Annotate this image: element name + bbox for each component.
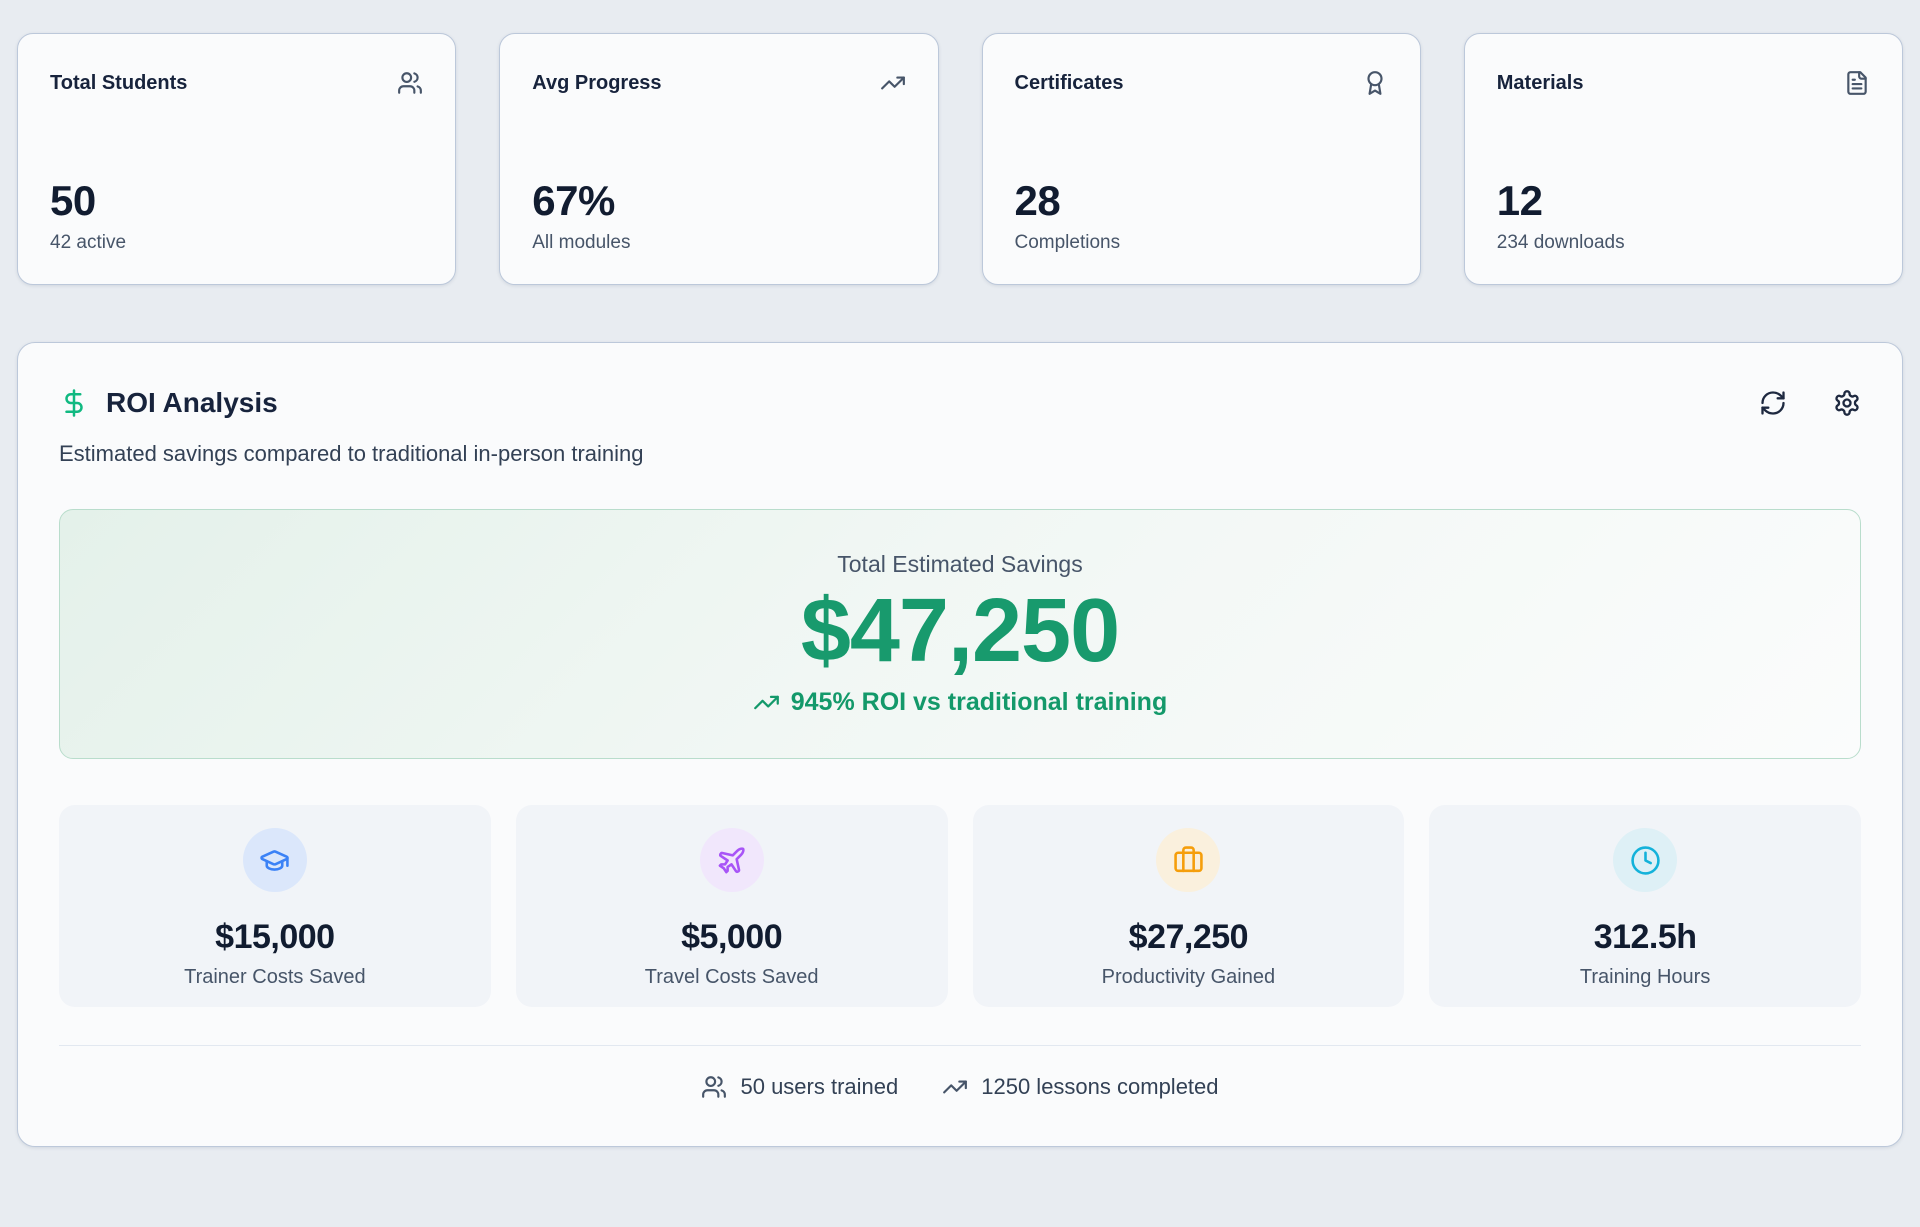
- tile-productivity: $27,250 Productivity Gained: [972, 805, 1405, 1007]
- roi-title: ROI Analysis: [106, 387, 278, 418]
- tile-value: 312.5h: [1593, 918, 1697, 956]
- refresh-button[interactable]: [1759, 389, 1787, 417]
- stat-subtext: Completions: [1014, 232, 1121, 253]
- graduation-cap-icon: [260, 849, 290, 871]
- trending-up-icon: [753, 696, 779, 710]
- stat-label: Total Students: [50, 71, 188, 94]
- tile-label: Training Hours: [1579, 966, 1711, 988]
- plane-icon: [718, 846, 745, 873]
- savings-label: Total Estimated Savings: [837, 550, 1083, 577]
- stat-value: 12: [1496, 176, 1543, 224]
- users-trained-text: 50 users trained: [740, 1074, 899, 1099]
- trending-up-icon: [880, 76, 905, 90]
- roi-line-text: 945% ROI vs traditional training: [790, 688, 1168, 717]
- stats-row: Total Students 50 42 active Avg Progress…: [17, 33, 1903, 285]
- roi-subtitle: Estimated savings compared to traditiona…: [59, 441, 644, 466]
- stat-card-materials: Materials 12 234 downloads: [1463, 33, 1903, 285]
- tile-label: Trainer Costs Saved: [184, 966, 366, 988]
- stat-subtext: All modules: [532, 232, 631, 253]
- dollar-sign-icon: [65, 389, 83, 417]
- savings-breakdown: $15,000 Trainer Costs Saved $5,000 Trave…: [59, 805, 1861, 1007]
- tile-value: $15,000: [215, 918, 335, 956]
- stat-card-total-students: Total Students 50 42 active: [17, 33, 457, 285]
- award-icon: [1367, 71, 1383, 95]
- stat-label: Certificates: [1014, 71, 1124, 94]
- divider: [59, 1045, 1861, 1046]
- total-savings-banner: Total Estimated Savings $47,250 945% ROI…: [59, 509, 1861, 759]
- refresh-icon: [1761, 391, 1785, 415]
- roi-header: ROI Analysis: [59, 387, 1861, 419]
- dashboard: Total Students 50 42 active Avg Progress…: [17, 33, 1903, 1147]
- roi-analysis-card: ROI Analysis Estimated savings compared …: [17, 342, 1903, 1147]
- roi-vs-traditional: 945% ROI vs traditional training: [753, 688, 1167, 717]
- tile-training-hours: 312.5h Training Hours: [1429, 805, 1861, 1007]
- file-text-icon: [1847, 71, 1867, 95]
- savings-amount: $47,250: [800, 580, 1120, 681]
- stat-label: Avg Progress: [532, 71, 662, 94]
- users-trained-stat: 50 users trained: [701, 1074, 898, 1100]
- stat-card-certificates: Certificates 28 Completions: [981, 33, 1421, 285]
- stat-value: 67%: [532, 176, 615, 224]
- stat-subtext: 42 active: [50, 232, 127, 253]
- tile-label: Productivity Gained: [1101, 966, 1276, 988]
- roi-footer: 50 users trained 1250 lessons completed: [59, 1074, 1861, 1100]
- tile-label: Travel Costs Saved: [644, 966, 819, 988]
- trending-up-icon: [943, 1080, 968, 1094]
- settings-button[interactable]: [1833, 389, 1861, 417]
- stat-card-avg-progress: Avg Progress 67% All modules: [499, 33, 939, 285]
- stat-value: 28: [1014, 176, 1061, 224]
- stat-value: 50: [50, 176, 96, 224]
- briefcase-icon: [1174, 845, 1203, 872]
- tile-value: $27,250: [1128, 918, 1249, 956]
- tile-value: $5,000: [681, 918, 783, 956]
- clock-icon: [1630, 845, 1660, 875]
- stat-label: Materials: [1496, 71, 1584, 94]
- lessons-completed-stat: 1250 lessons completed: [942, 1074, 1219, 1100]
- stat-subtext: 234 downloads: [1496, 232, 1625, 253]
- tile-travel-costs: $5,000 Travel Costs Saved: [515, 805, 948, 1007]
- users-icon: [398, 72, 423, 94]
- lessons-completed-text: 1250 lessons completed: [981, 1074, 1219, 1099]
- users-icon: [702, 1076, 727, 1098]
- gear-icon: [1835, 390, 1859, 416]
- tile-trainer-costs: $15,000 Trainer Costs Saved: [59, 805, 491, 1007]
